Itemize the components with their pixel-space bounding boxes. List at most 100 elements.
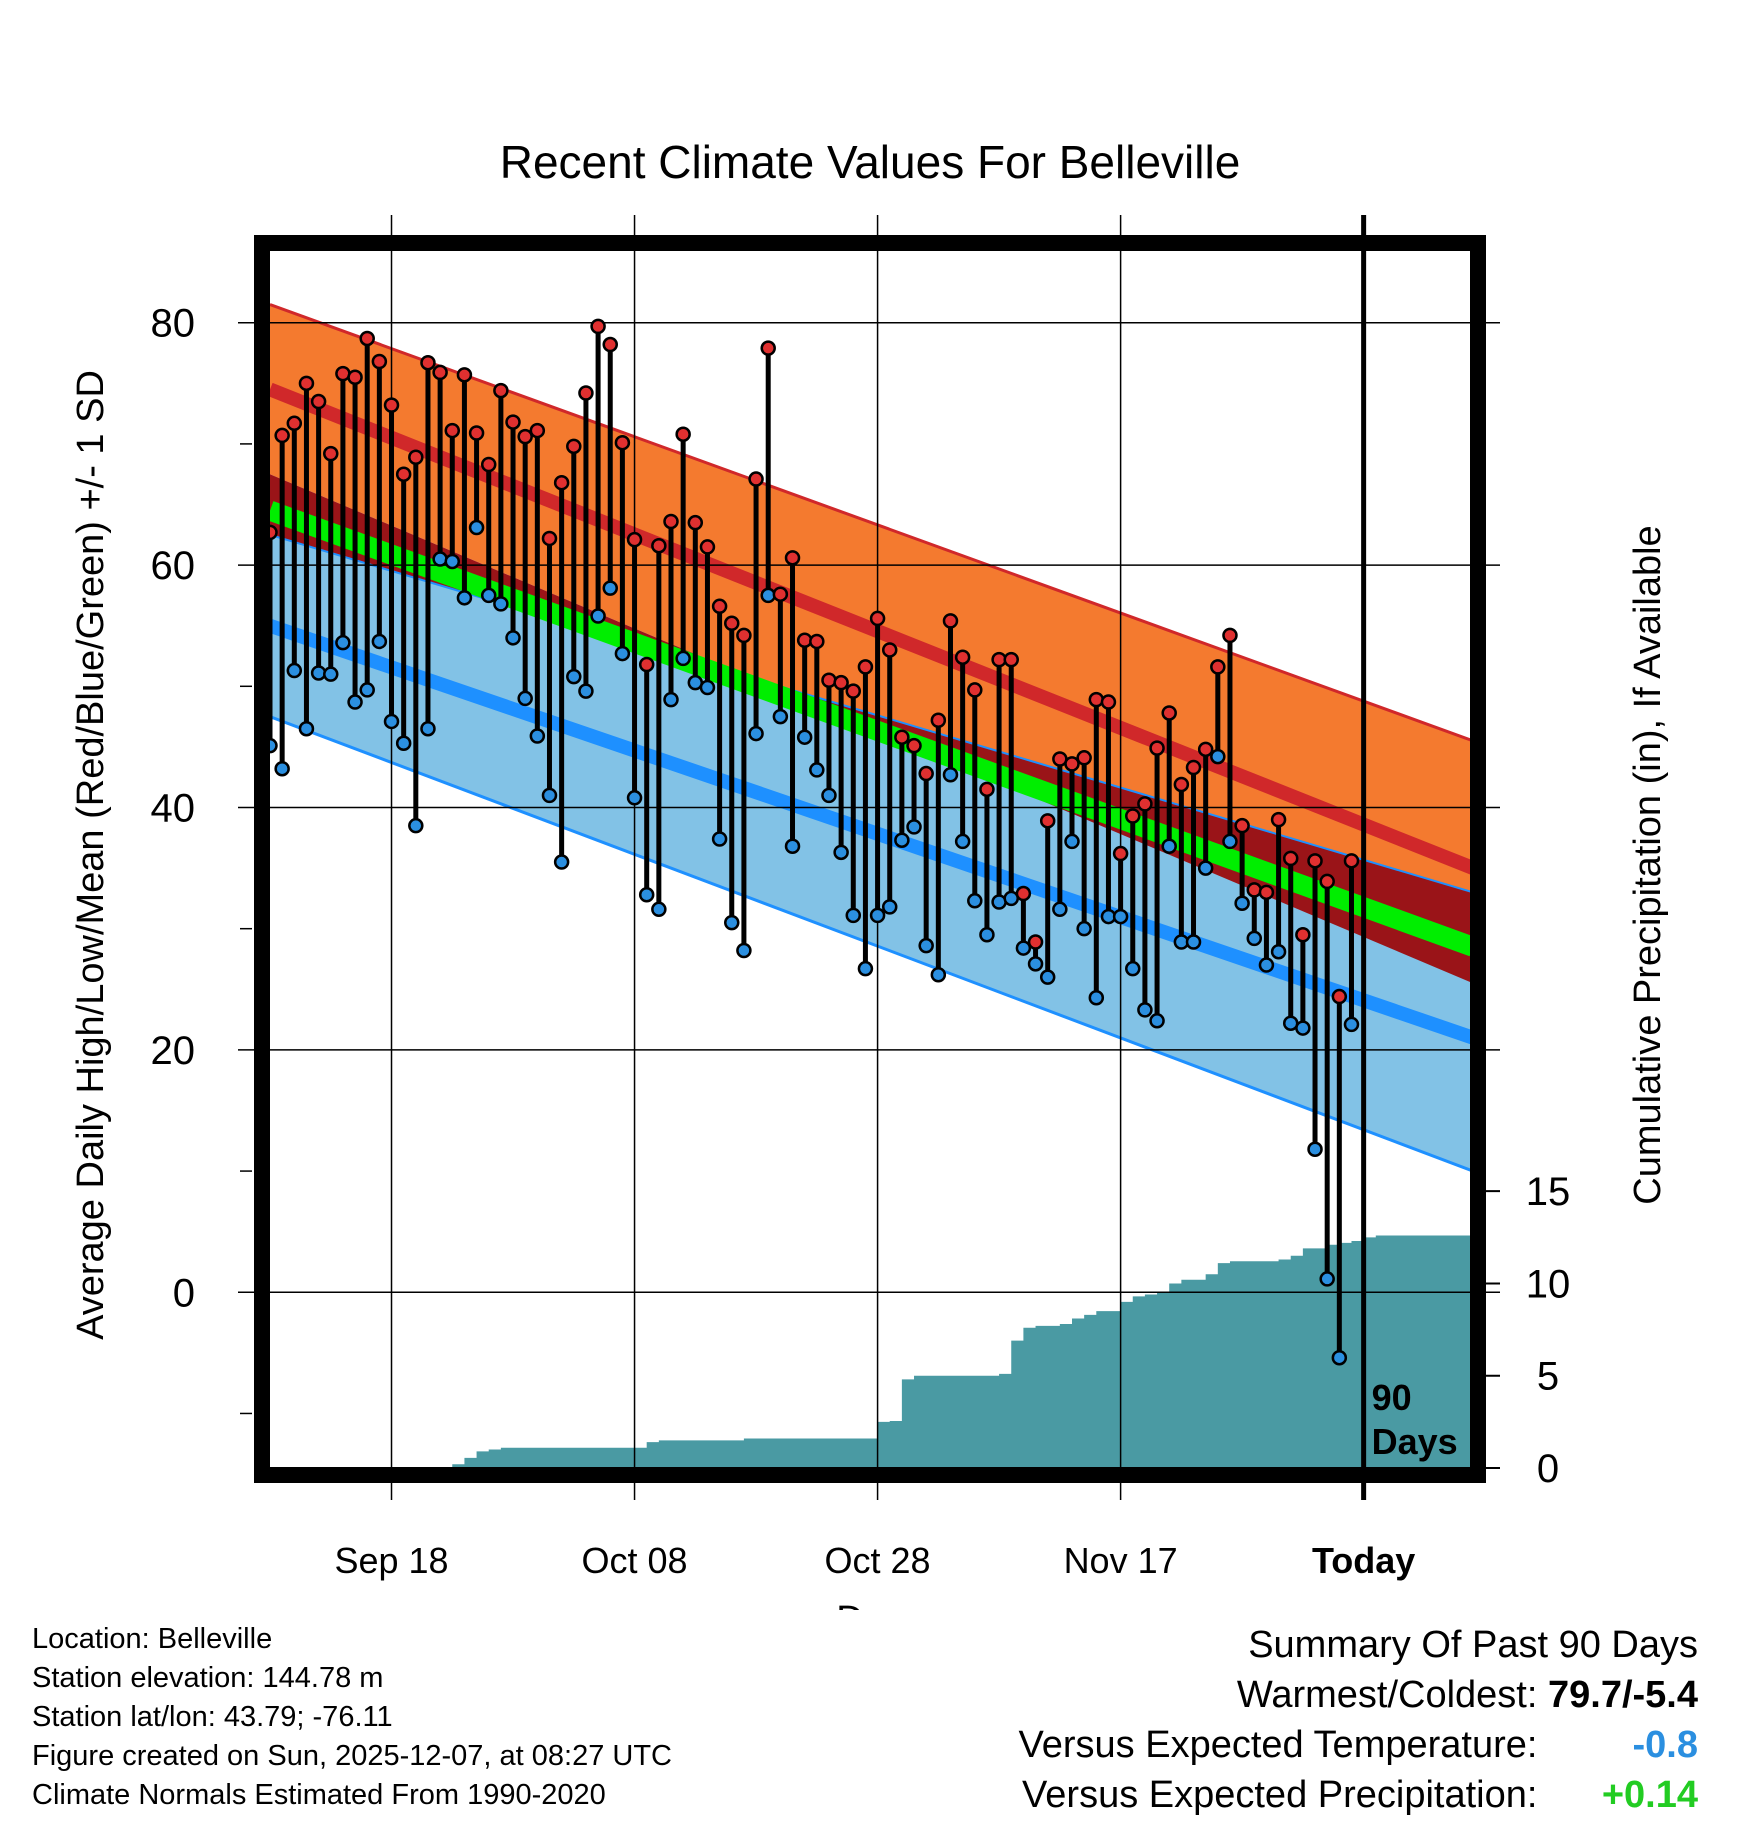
daily-low-point — [1319, 1271, 1335, 1287]
daily-high-point — [1331, 988, 1348, 1005]
daily-high-point — [480, 456, 497, 473]
x-tick-label: Oct 28 — [825, 1540, 931, 1581]
daily-low-point — [1027, 956, 1044, 972]
warm-cold-row: Warmest/Coldest: 79.7/-5.4 — [1019, 1670, 1698, 1720]
daily-low-point — [1331, 1349, 1348, 1366]
daily-high-point — [638, 656, 655, 673]
daily-high-point — [408, 449, 424, 465]
daily-low-point — [833, 844, 849, 861]
daily-low-point — [1234, 895, 1250, 911]
daily-low-point — [1185, 934, 1202, 950]
daily-high-point — [809, 633, 825, 650]
y-tick-label: 20 — [151, 1029, 196, 1073]
daily-high-point — [298, 375, 315, 392]
daily-low-point — [1307, 1141, 1323, 1158]
daily-low-point — [359, 682, 375, 698]
daily-high-point — [833, 674, 849, 691]
daily-high-point — [736, 627, 752, 644]
daily-high-point — [651, 537, 667, 554]
station-info: Location: Belleville Station elevation: … — [32, 1620, 672, 1815]
daily-low-point — [383, 713, 400, 730]
daily-high-point — [1210, 659, 1226, 675]
daily-low-point — [675, 650, 691, 667]
precip-value: +0.14 — [1601, 1774, 1698, 1816]
daily-low-point — [578, 683, 594, 699]
daily-low-point — [1076, 920, 1092, 937]
daily-low-point — [505, 630, 521, 646]
daily-low-point — [566, 668, 582, 685]
latlon-text: Station lat/lon: 43.79; -76.11 — [32, 1701, 393, 1733]
daily-low-point — [614, 645, 631, 662]
x-tick-label: Nov 17 — [1064, 1540, 1178, 1581]
daily-high-point — [274, 427, 290, 444]
x-tick-label: Oct 08 — [582, 1540, 688, 1581]
daily-low-point — [408, 817, 424, 834]
daily-low-point — [699, 679, 716, 696]
daily-low-point — [1137, 1002, 1153, 1018]
daily-low-point — [772, 708, 789, 725]
precip-tick-label: 15 — [1526, 1170, 1571, 1214]
daily-low-point — [869, 907, 886, 924]
daily-high-point — [1088, 691, 1105, 708]
daily-low-point — [954, 833, 971, 850]
daily-high-point — [1039, 813, 1056, 829]
daily-low-point — [1270, 943, 1287, 960]
daily-high-point — [432, 364, 448, 381]
daily-high-point — [699, 539, 716, 555]
warm-cold-value: 79.7/-5.4 — [1548, 1674, 1698, 1716]
daily-high-point — [505, 414, 521, 430]
daily-low-point — [918, 937, 934, 954]
today-days-label-number: 90 — [1372, 1377, 1412, 1418]
y-tick-label: 80 — [151, 302, 196, 346]
daily-low-point — [1112, 908, 1129, 925]
daily-high-point — [541, 530, 558, 547]
normal-mean-line — [270, 501, 1473, 957]
temp-row: Versus Expected Temperature: -0.8 — [1019, 1720, 1698, 1770]
daily-low-point — [335, 634, 351, 651]
daily-low-point — [638, 887, 655, 903]
daily-low-point — [602, 580, 618, 596]
daily-low-point — [967, 893, 983, 909]
daily-high-point — [748, 471, 764, 487]
daily-low-point — [979, 926, 995, 943]
precip-label: Versus Expected Precipitation: — [1022, 1774, 1538, 1816]
daily-low-point — [845, 907, 862, 924]
daily-high-point — [894, 729, 910, 745]
summary-panel: Summary Of Past 90 Days Warmest/Coldest:… — [1019, 1620, 1698, 1820]
daily-high-point — [1222, 627, 1238, 644]
daily-low-point — [1295, 1020, 1311, 1036]
daily-high-point — [724, 615, 740, 632]
daily-high-point — [918, 765, 934, 782]
daily-high-point — [1270, 811, 1287, 828]
created-text: Figure created on Sun, 2025-12-07, at 08… — [32, 1740, 672, 1772]
today-days-label-text: Days — [1372, 1421, 1458, 1462]
daily-low-point — [1039, 969, 1056, 985]
normal-high-line — [270, 382, 1473, 875]
daily-high-point — [1100, 694, 1117, 710]
daily-high-point — [1137, 796, 1153, 812]
daily-high-point — [1185, 759, 1202, 776]
daily-low-point — [1149, 1013, 1165, 1029]
daily-low-point — [809, 762, 825, 778]
daily-low-point — [857, 960, 874, 977]
daily-high-point — [590, 318, 606, 335]
daily-high-point — [1295, 926, 1311, 943]
daily-low-point — [1343, 1016, 1360, 1033]
daily-high-point — [553, 474, 570, 491]
daily-high-point — [1197, 741, 1214, 758]
daily-low-point — [468, 519, 485, 536]
daily-low-point — [298, 720, 315, 737]
daily-low-point — [784, 838, 801, 855]
daily-low-point — [711, 831, 728, 847]
daily-low-point — [906, 819, 922, 835]
daily-low-point — [347, 694, 363, 710]
precip-tick-label: 10 — [1526, 1262, 1571, 1306]
plot-frame — [254, 235, 1486, 1483]
x-axis-label: Day — [836, 1599, 904, 1610]
daily-high-point — [371, 353, 388, 370]
y-axis-label-left: Average Daily High/Low/Mean (Red/Blue/Gr… — [70, 370, 112, 1340]
daily-high-point — [420, 354, 436, 371]
daily-high-point — [1343, 853, 1360, 869]
daily-low-point — [1052, 901, 1068, 918]
daily-low-point — [894, 832, 910, 848]
